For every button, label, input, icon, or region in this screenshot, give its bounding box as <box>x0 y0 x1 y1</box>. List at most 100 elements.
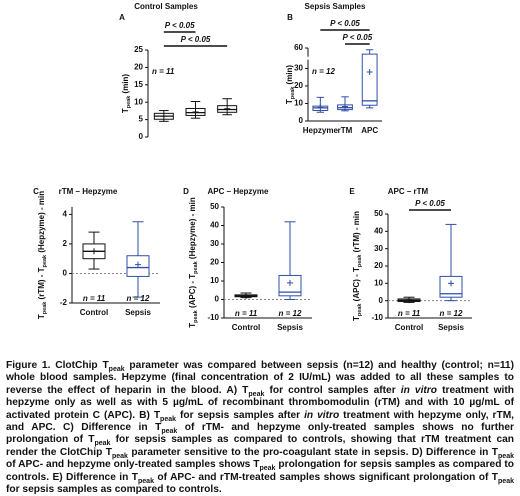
y-axis-label-part: (rTM) - T <box>37 267 46 301</box>
caption-run: Figure 1. <box>6 360 51 371</box>
caption-run: ClotChip T <box>50 360 109 371</box>
y-tick-label: 2 <box>63 239 68 248</box>
caption-run: parameter was compared between sepsis (n… <box>6 360 514 396</box>
y-tick-label: 20 <box>210 258 219 267</box>
x-tick-label: Sepsis <box>125 308 151 317</box>
box <box>439 275 463 298</box>
mean-marker <box>448 280 454 287</box>
y-axis-label-part: T <box>188 323 197 328</box>
y-axis-label-part: peak <box>357 254 363 267</box>
x-tick-label: Control <box>80 308 108 317</box>
y-axis-label-part: peak <box>357 303 363 316</box>
x-tick-label: APC <box>361 126 378 135</box>
n-label: n = 11 <box>235 309 258 318</box>
y-axis-label-part: T <box>37 314 46 319</box>
figure: A Control Samples Tpeak (min) 0 5 10 15 20 25 n =… <box>6 2 514 495</box>
y-axis-label-part: (APC) - T <box>352 267 361 304</box>
y-tick-label: 0 <box>379 296 384 305</box>
y-tick-label: 20 <box>134 63 143 72</box>
caption-run: peak <box>111 452 128 460</box>
y-axis-label: Tpeak (APC) - Tpeak (Hepzyme) - min <box>188 197 199 328</box>
y-tick-label: -2 <box>60 298 68 307</box>
caption-run: peak <box>160 415 177 423</box>
caption: Figure 1. ClotChip Tpeak parameter was c… <box>6 360 514 496</box>
x-tick-label: Sepsis <box>438 323 464 332</box>
n-label: n = 11 <box>152 67 175 76</box>
y-tick-label: 25 <box>134 45 143 54</box>
y-axis-label-part: T <box>121 108 130 113</box>
caption-run: in vitro <box>304 409 340 421</box>
panel-letter: A <box>119 13 125 22</box>
y-axis-label-part: peak <box>42 301 48 314</box>
y-axis-label-part: (min) <box>285 65 294 87</box>
y-tick-label: 4 <box>63 209 68 218</box>
panel-title: APC – rTM <box>388 187 429 196</box>
y-tick-label: 50 <box>374 209 383 218</box>
y-axis-label-part: T <box>352 316 361 321</box>
mean-marker <box>287 279 293 286</box>
y-axis-label-part: (rTM) - min <box>352 211 361 255</box>
y-tick-label: 5 <box>139 115 144 124</box>
x-tick-label: Sepsis <box>277 323 303 332</box>
mean-marker <box>366 68 373 75</box>
y-tick-label: 0 <box>63 269 68 278</box>
mean-marker <box>192 108 199 115</box>
y-axis-label-part: peak <box>193 260 199 273</box>
y-axis-label-part: (Hepzyme) - min <box>37 191 46 255</box>
y-axis-label: Tpeak (min) <box>285 65 296 105</box>
n-label: n = 12 <box>127 294 150 303</box>
y-tick-label: 15 <box>134 80 143 89</box>
y-tick-label: 40 <box>210 221 219 230</box>
mean-marker <box>243 292 249 299</box>
panel-letter: D <box>183 187 189 196</box>
caption-run: peak <box>498 452 514 460</box>
panel-title: APC – Hepzyme <box>208 187 269 196</box>
y-tick-label: -10 <box>207 313 219 322</box>
y-axis-label-part: peak <box>42 254 48 267</box>
panel-title: Control Samples <box>134 2 198 11</box>
y-tick-label: 10 <box>134 97 143 106</box>
mean-marker <box>406 297 412 304</box>
y-tick-label: 30 <box>374 244 383 253</box>
mean-marker <box>91 248 97 255</box>
n-label: n = 11 <box>83 294 106 303</box>
n-label: n = 11 <box>398 309 421 318</box>
panel-title: rTM – Hepzyme <box>59 187 118 196</box>
caption-run: for sepsis samples after <box>176 409 305 421</box>
y-tick-label: 30 <box>210 239 219 248</box>
x-tick-label: Control <box>395 323 423 332</box>
y-axis-label-part: peak <box>290 86 296 99</box>
y-axis-label-part: (APC) - T <box>188 274 197 311</box>
panel-letter: E <box>349 187 355 196</box>
caption-run: of APC- and hepzyme only-treated samples… <box>6 459 260 471</box>
y-tick-label: 10 <box>294 99 303 108</box>
x-tick-label: Control <box>232 323 260 332</box>
caption-run: peak <box>108 366 125 374</box>
mean-marker <box>160 113 167 120</box>
mean-marker <box>224 105 231 112</box>
caption-run: peak <box>498 477 514 485</box>
caption-run: for sepsis samples as compared to contro… <box>6 484 222 496</box>
caption-run: of rTM- and hepzyme only-treated samples… <box>6 422 515 446</box>
significance-label: P < 0.05 <box>165 21 195 30</box>
y-tick-label: 40 <box>374 226 383 235</box>
box <box>361 53 378 106</box>
panel-letter: B <box>287 13 293 22</box>
caption-run: peak <box>248 390 265 398</box>
y-tick-label: 0 <box>139 132 144 141</box>
caption-run: peak <box>161 428 178 436</box>
significance-label: P < 0.05 <box>181 35 211 44</box>
y-axis-label: Tpeak (min) <box>121 74 132 114</box>
panel-letter: C <box>33 187 39 196</box>
caption-run: of APC- and rTM-treated samples shows si… <box>153 471 499 483</box>
significance-label: P < 0.05 <box>415 199 445 208</box>
x-tick-label: rTM <box>338 126 353 135</box>
y-tick-label: 20 <box>294 81 303 90</box>
y-axis-label: Tpeak (rTM) - Tpeak (Hepzyme) - min <box>37 191 48 319</box>
caption-run: for control samples after <box>264 384 401 396</box>
n-label: n = 12 <box>279 309 302 318</box>
caption-run: for sepsis samples as compared to contro… <box>6 434 514 458</box>
mean-marker <box>317 104 324 111</box>
y-axis-label: Tpeak (APC) - Tpeak (rTM) - min <box>352 211 363 321</box>
